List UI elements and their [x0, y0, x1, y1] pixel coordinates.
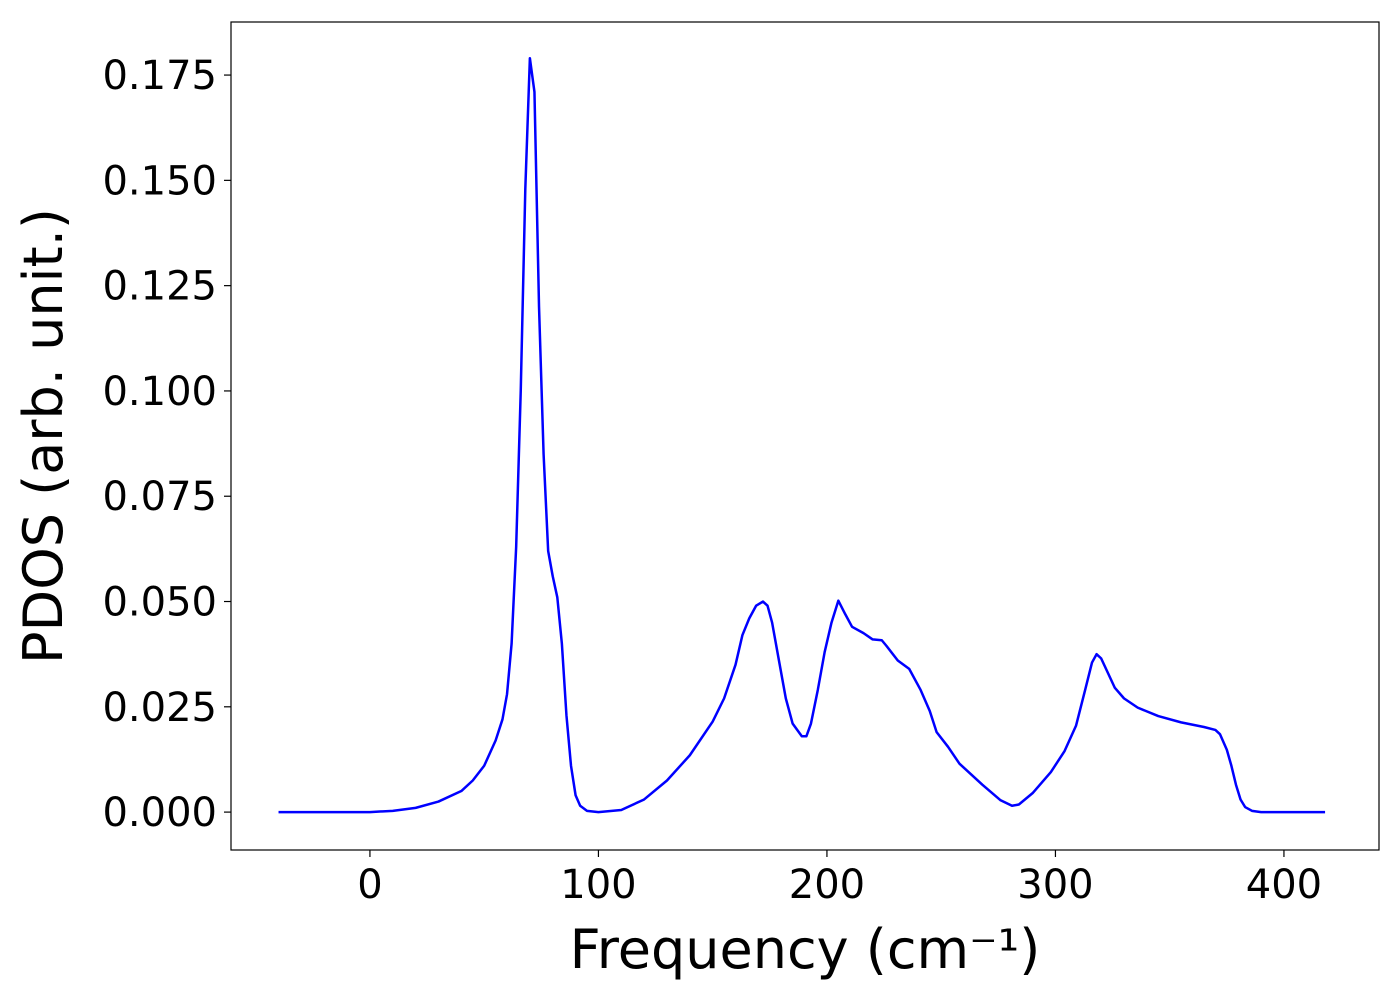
x-tick-label: 0	[357, 862, 382, 908]
x-tick-label: 200	[789, 862, 865, 908]
x-tick-label: 100	[560, 862, 636, 908]
data-line	[278, 56, 1326, 814]
y-tick-label: 0.175	[102, 53, 217, 99]
x-axis-label: Frequency (cm⁻¹)	[570, 918, 1041, 981]
plot-frame	[230, 21, 1380, 851]
x-tick-label: 400	[1246, 862, 1322, 908]
y-tick-label: 0.050	[102, 580, 217, 626]
x-tick-label: 300	[1017, 862, 1093, 908]
y-tick-label: 0.000	[102, 790, 217, 836]
y-tick-label: 0.100	[102, 369, 217, 415]
y-tick-label: 0.025	[102, 685, 217, 731]
y-tick-label: 0.125	[102, 264, 217, 310]
y-axis-label: PDOS (arb. unit.)	[12, 208, 75, 664]
y-tick-label: 0.150	[102, 158, 217, 204]
y-tick-label: 0.075	[102, 474, 217, 520]
